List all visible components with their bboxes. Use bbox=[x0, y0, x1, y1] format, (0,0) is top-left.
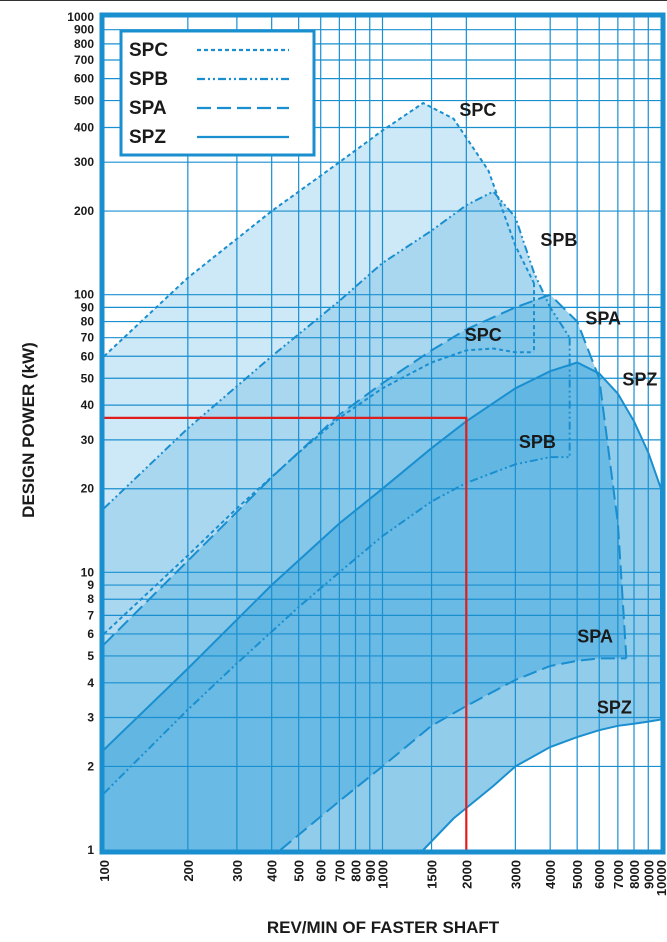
reference-line bbox=[104, 416, 468, 850]
y-tick-label: 400 bbox=[74, 120, 94, 134]
x-tick-label: 100 bbox=[97, 860, 112, 882]
y-tick-label: 600 bbox=[74, 72, 94, 86]
x-tick-label: 800 bbox=[349, 860, 364, 882]
y-tick-label: 6 bbox=[87, 627, 94, 641]
x-tick-label: 5000 bbox=[570, 860, 585, 889]
y-tick-label: 8 bbox=[87, 592, 94, 606]
x-tick-label: 2000 bbox=[459, 860, 474, 889]
y-axis-label: DESIGN POWER (kW) bbox=[19, 342, 38, 518]
series-label-spa: SPA bbox=[577, 626, 613, 646]
y-tick-label: 50 bbox=[81, 371, 95, 385]
line-spa-lower bbox=[279, 657, 627, 851]
series-label-spz: SPZ bbox=[622, 370, 657, 390]
series-label-spc: SPC bbox=[465, 325, 502, 345]
legend-label-spb: SPB bbox=[129, 69, 168, 90]
y-tick-label: 80 bbox=[81, 315, 95, 329]
x-tick-label: 10000 bbox=[654, 860, 667, 896]
y-tick-label: 900 bbox=[74, 23, 94, 37]
x-tick-label: 3000 bbox=[508, 860, 523, 889]
line-spc-lower bbox=[103, 347, 534, 635]
x-tick-label: 200 bbox=[181, 860, 196, 882]
series-label-spc: SPC bbox=[459, 100, 496, 120]
line-spz-upper bbox=[103, 361, 662, 751]
y-tick-label: 1 bbox=[87, 843, 94, 857]
y-tick-label: 800 bbox=[74, 37, 94, 51]
y-tick-label: 200 bbox=[74, 204, 94, 218]
x-tick-label: 4000 bbox=[543, 860, 558, 889]
line-spc-upper bbox=[103, 101, 535, 358]
legend-label-spa: SPA bbox=[129, 98, 167, 119]
series-label-spb: SPB bbox=[540, 230, 577, 250]
grid-lines bbox=[104, 17, 661, 850]
y-tick-label: 9 bbox=[87, 578, 94, 592]
legend: SPC SPB SPA SPZ bbox=[119, 29, 316, 157]
x-tick-label: 9000 bbox=[641, 860, 656, 889]
y-tick-label: 500 bbox=[74, 94, 94, 108]
y-tick-label: 300 bbox=[74, 155, 94, 169]
x-tick-label: 900 bbox=[363, 860, 378, 882]
y-tick-label: 10 bbox=[81, 565, 95, 579]
y-tick-label: 30 bbox=[81, 433, 95, 447]
x-tick-label: 1000 bbox=[376, 860, 391, 889]
line-spz-lower bbox=[422, 718, 662, 851]
x-tick-label: 500 bbox=[292, 860, 307, 882]
x-tick-label: 700 bbox=[332, 860, 347, 882]
y-tick-label: 70 bbox=[81, 331, 95, 345]
y-tick-label: 2 bbox=[87, 759, 94, 773]
reference-polyline bbox=[104, 416, 468, 850]
series-labels: SPC SPB SPC SPA SPZ SPB SPA SPZ bbox=[459, 100, 657, 718]
plot-border bbox=[99, 12, 666, 855]
y-tick-label: 40 bbox=[81, 398, 95, 412]
y-tick-label: 60 bbox=[81, 349, 95, 363]
x-tick-label: 8000 bbox=[627, 860, 642, 889]
y-tick-label: 20 bbox=[81, 482, 95, 496]
x-tick-label: 600 bbox=[314, 860, 329, 882]
line-spb-lower bbox=[103, 456, 570, 795]
legend-label-spc: SPC bbox=[129, 40, 168, 61]
y-tick-label: 3 bbox=[87, 711, 94, 725]
legend-box bbox=[119, 29, 316, 157]
x-tick-label: 7000 bbox=[611, 860, 626, 889]
series-label-spz: SPZ bbox=[597, 698, 632, 718]
x-tick-label: 1500 bbox=[425, 860, 440, 889]
y-tick-label: 90 bbox=[81, 300, 95, 314]
y-tick-label: 5 bbox=[87, 649, 94, 663]
y-tick-label: 700 bbox=[74, 53, 94, 67]
x-tick-label: 6000 bbox=[592, 860, 607, 889]
x-tick-label: 400 bbox=[265, 860, 280, 882]
y-tick-label: 100 bbox=[74, 288, 94, 302]
y-tick-label: 4 bbox=[87, 676, 94, 690]
y-tick-label: 1000 bbox=[67, 10, 94, 24]
line-spa-upper bbox=[103, 293, 628, 656]
x-tick-label: 300 bbox=[230, 860, 245, 882]
plot-frame bbox=[99, 12, 666, 855]
series-label-spa: SPA bbox=[585, 309, 621, 329]
legend-label-spz: SPZ bbox=[129, 127, 166, 148]
y-tick-label: 7 bbox=[87, 608, 94, 622]
series-label-spb: SPB bbox=[519, 432, 556, 452]
x-axis-label: REV/MIN OF FASTER SHAFT bbox=[267, 918, 500, 937]
